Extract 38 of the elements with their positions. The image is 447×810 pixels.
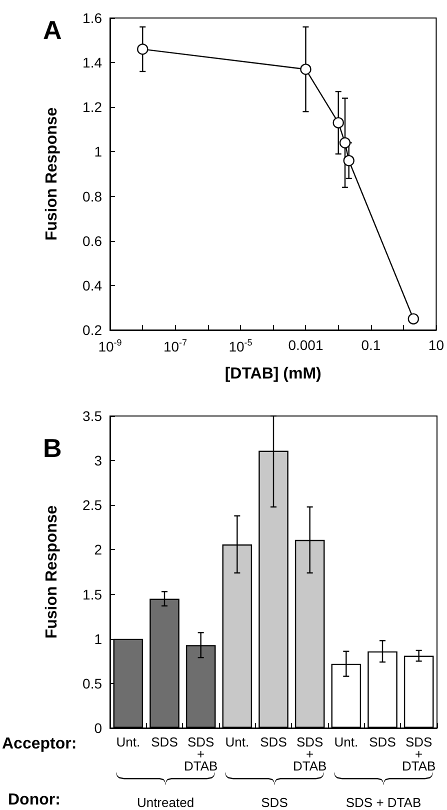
- x-tick-label: 0.001: [288, 337, 324, 353]
- y-tick-label: 0: [94, 720, 102, 736]
- y-tick-label: 2.5: [82, 497, 102, 514]
- x-tick-label: SDS: [151, 734, 178, 750]
- y-tick-label: 0.4: [82, 277, 102, 294]
- y-tick-label: 0.6: [82, 232, 102, 249]
- x-tick-label: 10: [428, 337, 444, 353]
- y-tick-label: 2: [94, 542, 102, 558]
- x-tick-label: Unt.: [116, 734, 140, 750]
- y-tick-label: 0.2: [82, 322, 102, 338]
- x-axis-title: [DTAB] (mM): [224, 366, 322, 382]
- y-tick-label: 3: [94, 452, 102, 469]
- text: SDS + DTAB: [346, 795, 422, 810]
- x-tick-label: SDS + DTAB: [402, 734, 436, 774]
- text: SDS: [261, 795, 288, 810]
- text: B: [43, 433, 62, 463]
- x-tick-label: SDS + DTAB: [184, 734, 218, 774]
- x-tick-label: Unt.: [334, 734, 358, 750]
- text: Untreated: [136, 795, 194, 810]
- y-tick-label: 1.4: [82, 54, 102, 71]
- y-tick-label: 3.5: [82, 408, 102, 424]
- y-axis-title: Fusion Response: [44, 505, 60, 639]
- x-tick-label: SDS + DTAB: [292, 734, 327, 774]
- chart-title: A: [43, 15, 62, 45]
- y-tick-label: 1.2: [82, 99, 102, 116]
- x-tick-label: SDS: [260, 734, 288, 750]
- x-tick-label: 0.1: [361, 337, 381, 353]
- x-tick-label: Unt.: [225, 734, 250, 750]
- y-tick-label: 1.5: [82, 586, 102, 602]
- y-tick-label: 1: [94, 144, 102, 160]
- y-tick-label: 0.5: [82, 675, 102, 692]
- y-tick-label: 1.6: [82, 10, 102, 26]
- x-tick-label: SDS: [369, 734, 396, 750]
- y-tick-label: 0.8: [82, 188, 102, 204]
- text: Donor:: [8, 792, 60, 808]
- y-axis-title: Fusion Response: [44, 107, 60, 241]
- x-axis-title: Acceptor:: [2, 736, 77, 752]
- y-tick-label: 1: [94, 630, 102, 647]
